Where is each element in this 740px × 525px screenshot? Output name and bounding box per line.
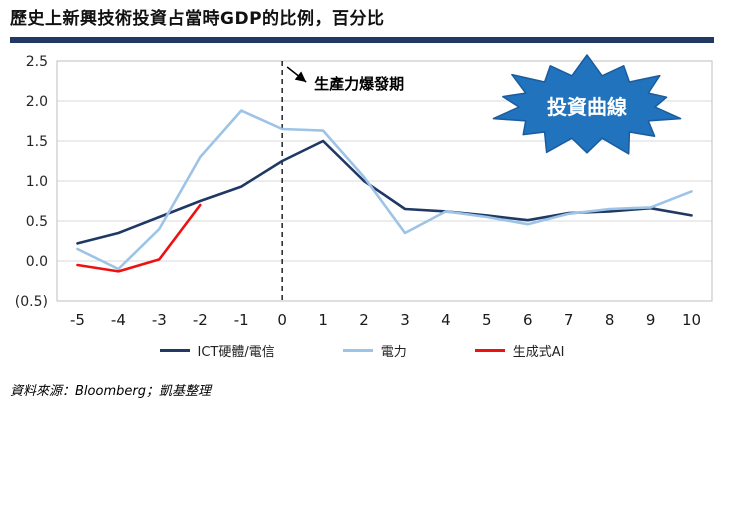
x-tick-label: 6 (523, 311, 533, 329)
annotation-arrow-icon (286, 66, 307, 83)
x-tick-label: -3 (152, 311, 167, 329)
y-axis-labels: 2.5 2.0 1.5 1.0 0.5 0.0 (0.5) (15, 54, 48, 310)
legend-label: 生成式AI (512, 344, 565, 360)
legend-item: 電力 (342, 341, 407, 360)
legend-swatch-ict (159, 348, 190, 352)
y-tick-label: 1.0 (26, 174, 48, 190)
x-tick-label: -5 (70, 311, 85, 329)
series-line-ict (76, 139, 693, 245)
x-tick-label: 2 (359, 311, 369, 329)
legend-item: 生成式AI (474, 341, 565, 360)
y-tick-label: 0.5 (26, 214, 48, 230)
x-tick-label: 9 (646, 311, 656, 329)
x-tick-label: 0 (277, 311, 287, 329)
x-tick-label: 8 (605, 311, 615, 329)
burst-label: 投資曲線 (547, 95, 627, 119)
series-line-power (76, 109, 693, 271)
y-tick-label: (0.5) (15, 294, 48, 310)
legend-label: ICT硬體/電信 (197, 344, 275, 360)
page-title: 歷史上新興技術投資占當時GDP的比例，百分比 (10, 9, 385, 29)
x-tick-label: 10 (682, 311, 701, 329)
series-lines (76, 109, 693, 273)
chart-container: 生產力爆發期 2.5 2.0 1.5 1.0 0.5 0.0 (0.5) -5 -4 -3 -2-… (10, 51, 730, 360)
legend-swatch-power (342, 348, 373, 352)
legend-item: ICT硬體/電信 (159, 341, 275, 360)
y-tick-label: 0.0 (26, 254, 48, 270)
plot-border (56, 60, 713, 302)
x-tick-label: -1 (234, 311, 249, 329)
y-tick-label: 1.5 (26, 134, 48, 150)
y-tick-label: 2.5 (26, 54, 48, 70)
legend: ICT硬體/電信 電力 生成式AI (10, 341, 714, 360)
x-tick-label: 3 (400, 311, 410, 329)
annotation-label: 生產力爆發期 (314, 75, 404, 93)
line-chart: 生產力爆發期 2.52.01.51.00.50.0(0.5) -5 -4 -3 -2-… (15, 54, 713, 329)
burst-callout: 投資曲線 (492, 54, 682, 155)
x-tick-label: 4 (441, 311, 451, 329)
annotation: 生產力爆發期 (286, 66, 404, 93)
source-note: 資料來源：Bloomberg；凱基整理 (10, 383, 211, 399)
x-tick-label: -4 (111, 311, 126, 329)
x-tick-label: 7 (564, 311, 574, 329)
y-tick-label: 2.0 (26, 94, 48, 110)
report-page: 歷史上新興技術投資占當時GDP的比例，百分比 生產力爆發期 2.5 2.0 1.5 1… (10, 8, 730, 399)
x-axis-labels: -5 -4 -3 -2 -1 0 1 2 3 4 5 6 7 8 9 10 (70, 311, 701, 329)
legend-swatch-ai (474, 348, 505, 352)
legend-label: 電力 (380, 344, 407, 360)
x-tick-label: 1 (318, 311, 328, 329)
burst-shape (492, 54, 682, 155)
title-divider-bar (10, 36, 714, 43)
series-line-ai (76, 203, 202, 273)
x-tick-label: 5 (482, 311, 492, 329)
x-tick-label: -2 (193, 311, 208, 329)
